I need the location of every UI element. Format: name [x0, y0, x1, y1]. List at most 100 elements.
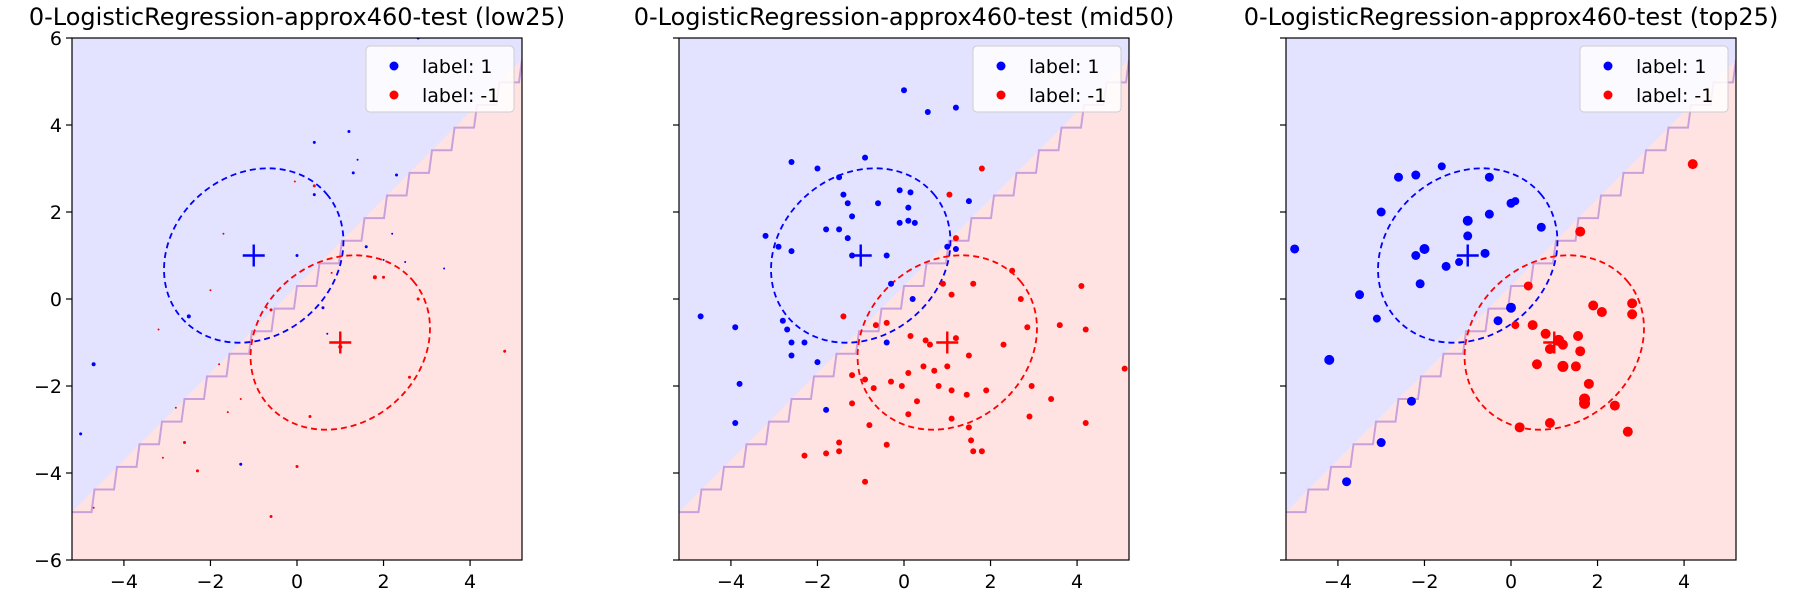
- point-label-1: [356, 158, 359, 161]
- x-tick-label: −4: [717, 571, 745, 593]
- x-tick-label: −4: [1324, 571, 1352, 593]
- point-label-neg1: [948, 415, 955, 422]
- x-tick-label: −2: [196, 571, 224, 593]
- point-label-1: [844, 235, 851, 242]
- x-tick-label: −2: [1410, 571, 1438, 593]
- point-label-1: [239, 462, 243, 466]
- point-label-neg1: [983, 387, 990, 394]
- point-label-neg1: [883, 319, 890, 326]
- point-label-neg1: [416, 297, 420, 301]
- point-label-1: [382, 258, 385, 261]
- point-label-neg1: [1544, 344, 1555, 355]
- class-neg1-ellipse: [856, 254, 1038, 431]
- legend-marker: [1603, 61, 1613, 71]
- point-label-1: [1376, 438, 1386, 448]
- point-label-1: [944, 243, 951, 250]
- class-1-ellipse: [163, 167, 345, 344]
- point-label-neg1: [840, 313, 847, 320]
- point-label-neg1: [836, 448, 843, 455]
- point-label-neg1: [1514, 422, 1525, 433]
- point-label-neg1: [1627, 298, 1638, 309]
- point-label-1: [814, 359, 821, 366]
- point-label-neg1: [978, 165, 985, 172]
- center-marker: [936, 331, 959, 354]
- x-tick-label: 2: [377, 571, 389, 593]
- point-label-neg1: [836, 439, 843, 446]
- point-label-neg1: [948, 291, 955, 298]
- point-label-neg1: [968, 437, 975, 444]
- point-label-1: [823, 406, 830, 413]
- point-label-1: [784, 326, 791, 333]
- point-label-neg1: [939, 280, 946, 287]
- decision-boundary: [1286, 59, 1736, 514]
- point-label-1: [896, 219, 903, 226]
- x-tick-label: 2: [1591, 571, 1603, 593]
- point-label-neg1: [849, 400, 856, 407]
- point-label-neg1: [888, 378, 895, 385]
- x-tick-label: −2: [803, 571, 831, 593]
- point-label-neg1: [195, 469, 199, 473]
- point-label-neg1: [382, 275, 386, 279]
- point-label-neg1: [883, 441, 890, 448]
- point-label-neg1: [944, 363, 951, 370]
- point-label-1: [905, 217, 912, 224]
- y-tick-label: 2: [50, 202, 62, 224]
- legend: label: 1 label: -1: [972, 45, 1122, 113]
- legend: label: 1 label: -1: [1579, 45, 1729, 113]
- class-1-ellipse: [1377, 167, 1559, 344]
- point-label-neg1: [1121, 365, 1128, 372]
- point-label-neg1: [970, 448, 977, 455]
- legend-entry: label: 1: [1029, 56, 1099, 78]
- point-label-neg1: [1527, 320, 1538, 331]
- x-tick-label: 4: [1071, 571, 1083, 593]
- point-label-neg1: [1575, 346, 1586, 357]
- chart-title: 0-LogisticRegression-approx460-test (top…: [1244, 3, 1779, 31]
- point-label-neg1: [1687, 159, 1698, 170]
- positive-region: [72, 38, 522, 513]
- point-label-neg1: [952, 335, 959, 342]
- point-label-neg1: [1078, 282, 1085, 289]
- point-label-neg1: [222, 232, 225, 235]
- point-label-neg1: [801, 452, 808, 459]
- legend-marker: [996, 90, 1006, 100]
- y-tick-label: 6: [50, 28, 62, 50]
- point-label-neg1: [293, 180, 296, 183]
- point-label-1: [888, 280, 895, 287]
- legend-entry: label: -1: [1029, 85, 1106, 107]
- point-label-neg1: [1627, 309, 1638, 320]
- point-label-neg1: [1056, 322, 1063, 329]
- point-label-1: [1511, 197, 1520, 206]
- positive-region: [679, 38, 1129, 513]
- point-label-1: [788, 248, 795, 255]
- point-label-neg1: [898, 383, 905, 389]
- point-label-1: [1290, 244, 1300, 254]
- decision-boundary: [679, 59, 1129, 514]
- point-label-1: [186, 314, 191, 319]
- point-label-1: [732, 419, 739, 426]
- point-label-neg1: [372, 275, 377, 280]
- point-label-1: [1419, 243, 1430, 254]
- point-label-1: [312, 140, 316, 144]
- legend-marker: [1603, 90, 1613, 100]
- point-label-neg1: [1511, 321, 1520, 330]
- x-tick-label: 4: [464, 571, 476, 593]
- plot-area: [679, 38, 1129, 560]
- point-label-neg1: [161, 456, 164, 459]
- point-label-neg1: [1575, 226, 1586, 237]
- legend-box: [365, 45, 515, 113]
- point-label-neg1: [1026, 413, 1033, 420]
- point-label-neg1: [866, 422, 873, 429]
- point-label-1: [911, 219, 918, 226]
- point-label-1: [907, 189, 914, 196]
- point-label-neg1: [92, 506, 95, 509]
- point-label-neg1: [948, 387, 955, 394]
- point-label-1: [443, 267, 446, 270]
- class-1-ellipse: [770, 167, 952, 344]
- center-marker: [1456, 244, 1479, 267]
- point-label-neg1: [269, 515, 273, 518]
- point-label-neg1: [913, 398, 920, 405]
- point-label-1: [91, 362, 96, 367]
- point-label-neg1: [920, 363, 927, 370]
- point-label-1: [1462, 215, 1473, 226]
- legend-entry: label: -1: [1636, 85, 1713, 107]
